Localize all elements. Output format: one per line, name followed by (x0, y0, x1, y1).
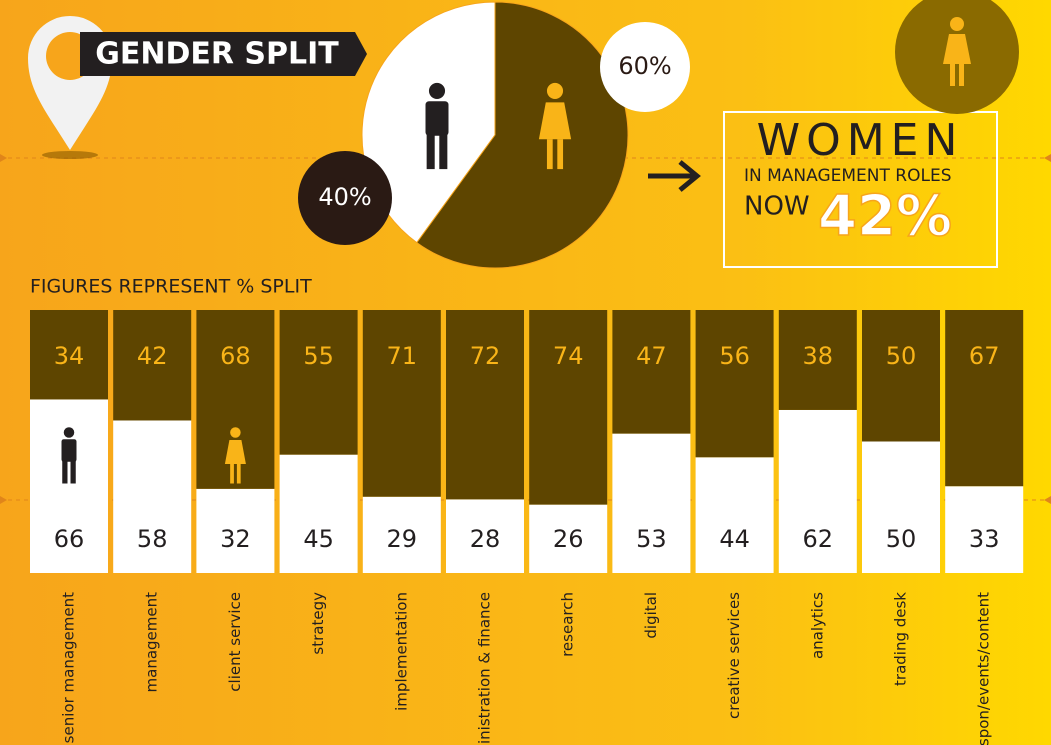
pie: 40% 60% (298, 1, 690, 269)
category-label: management (143, 592, 161, 693)
icon-leg (426, 134, 435, 170)
bar-segment (279, 454, 358, 573)
bar-segment (862, 441, 940, 573)
value-label: 29 (387, 525, 418, 553)
category-label: strategy (309, 592, 327, 655)
category-label: senior management (60, 592, 78, 743)
pie-label-bubble (600, 22, 690, 112)
bar-segment (945, 310, 1024, 487)
bar-segment (778, 409, 857, 573)
value-label: 72 (470, 342, 501, 370)
value-label: 44 (719, 525, 750, 553)
value-label: 42 (137, 342, 168, 370)
icon-head (428, 82, 446, 99)
value-label: 45 (303, 525, 334, 553)
icon-body (425, 101, 449, 136)
title-banner (80, 32, 355, 76)
category-label: trading desk (892, 592, 910, 686)
woman-icon (538, 82, 572, 170)
category-label: implementation (392, 592, 410, 711)
category-label: administration & finance (476, 592, 494, 745)
bar-segment (945, 486, 1024, 573)
bar-segment (529, 310, 608, 505)
woman-icon (943, 17, 971, 86)
value-label: 47 (636, 342, 667, 370)
icon-leg (230, 464, 234, 484)
bar-segment (778, 310, 857, 410)
man-icon (61, 427, 77, 484)
value-label: 32 (220, 525, 251, 553)
category-label: spon/events/content (975, 592, 993, 745)
icon-leg (70, 461, 76, 484)
subtitle: FIGURES REPRESENT % SPLIT (30, 276, 312, 298)
bar-segment (529, 504, 608, 573)
category-label: analytics (808, 592, 826, 659)
bar-segment (695, 457, 774, 573)
guide-arrows (0, 154, 1051, 504)
icon-head (546, 82, 564, 99)
category-label: client service (226, 592, 244, 692)
title: GENDER SPLIT (95, 37, 339, 72)
callout-value: 42% (818, 184, 952, 249)
value-label: 28 (470, 525, 501, 553)
bar-segment (30, 310, 108, 400)
bar-segment (279, 310, 358, 455)
value-label: 68 (220, 342, 251, 370)
icon-leg (236, 464, 241, 484)
bar-segment (695, 310, 774, 458)
bar-chart: 66 34 senior management 58 42 management 32 68 c… (30, 310, 1024, 745)
bar-segment (612, 310, 691, 434)
icon-body (538, 102, 572, 140)
value-label: 38 (803, 342, 834, 370)
icon-body (224, 440, 246, 464)
category-label: digital (642, 592, 660, 639)
callout-line: IN MANAGEMENT ROLES (744, 166, 952, 186)
value-label: 34 (54, 342, 85, 370)
value-label: 67 (969, 342, 1000, 370)
pie-value-label: 40% (318, 183, 371, 211)
bar-segment (113, 310, 192, 421)
icon-head (230, 427, 241, 438)
woman-icon (224, 427, 246, 484)
pie-label-bubble (298, 151, 392, 245)
bar-segment (362, 310, 441, 497)
category-label: research (559, 592, 577, 657)
banner-tip (355, 32, 367, 76)
value-label: 66 (54, 525, 85, 553)
value-label: 62 (803, 525, 834, 553)
bar-segment (862, 310, 940, 442)
icon-leg (546, 139, 553, 170)
value-label: 33 (969, 525, 1000, 553)
value-label: 74 (553, 342, 584, 370)
icon-leg (439, 134, 448, 170)
bar-segment (113, 420, 192, 573)
pie-slice (416, 1, 629, 269)
value-label: 58 (137, 525, 168, 553)
icon-head (63, 427, 75, 438)
value-label: 53 (636, 525, 667, 553)
man-icon (425, 82, 449, 170)
value-label: 50 (886, 342, 917, 370)
icon-leg (62, 461, 68, 484)
category-label: creative services (725, 592, 743, 719)
bar-segment (196, 488, 275, 573)
callout-word: WOMEN (757, 115, 964, 166)
bar-segment (446, 499, 524, 573)
pie-value-label: 60% (618, 52, 671, 80)
callout-box (723, 111, 998, 268)
callout-now: NOW (744, 192, 810, 222)
value-label: 50 (886, 525, 917, 553)
icon-body (61, 439, 77, 462)
bar-segment (446, 310, 524, 500)
value-label: 26 (553, 525, 584, 553)
bar-segment (362, 496, 441, 573)
value-label: 56 (719, 342, 750, 370)
arrow (648, 160, 701, 192)
icon-leg (557, 139, 564, 170)
value-label: 55 (303, 342, 334, 370)
bar-segment (612, 433, 691, 573)
value-label: 71 (387, 342, 418, 370)
